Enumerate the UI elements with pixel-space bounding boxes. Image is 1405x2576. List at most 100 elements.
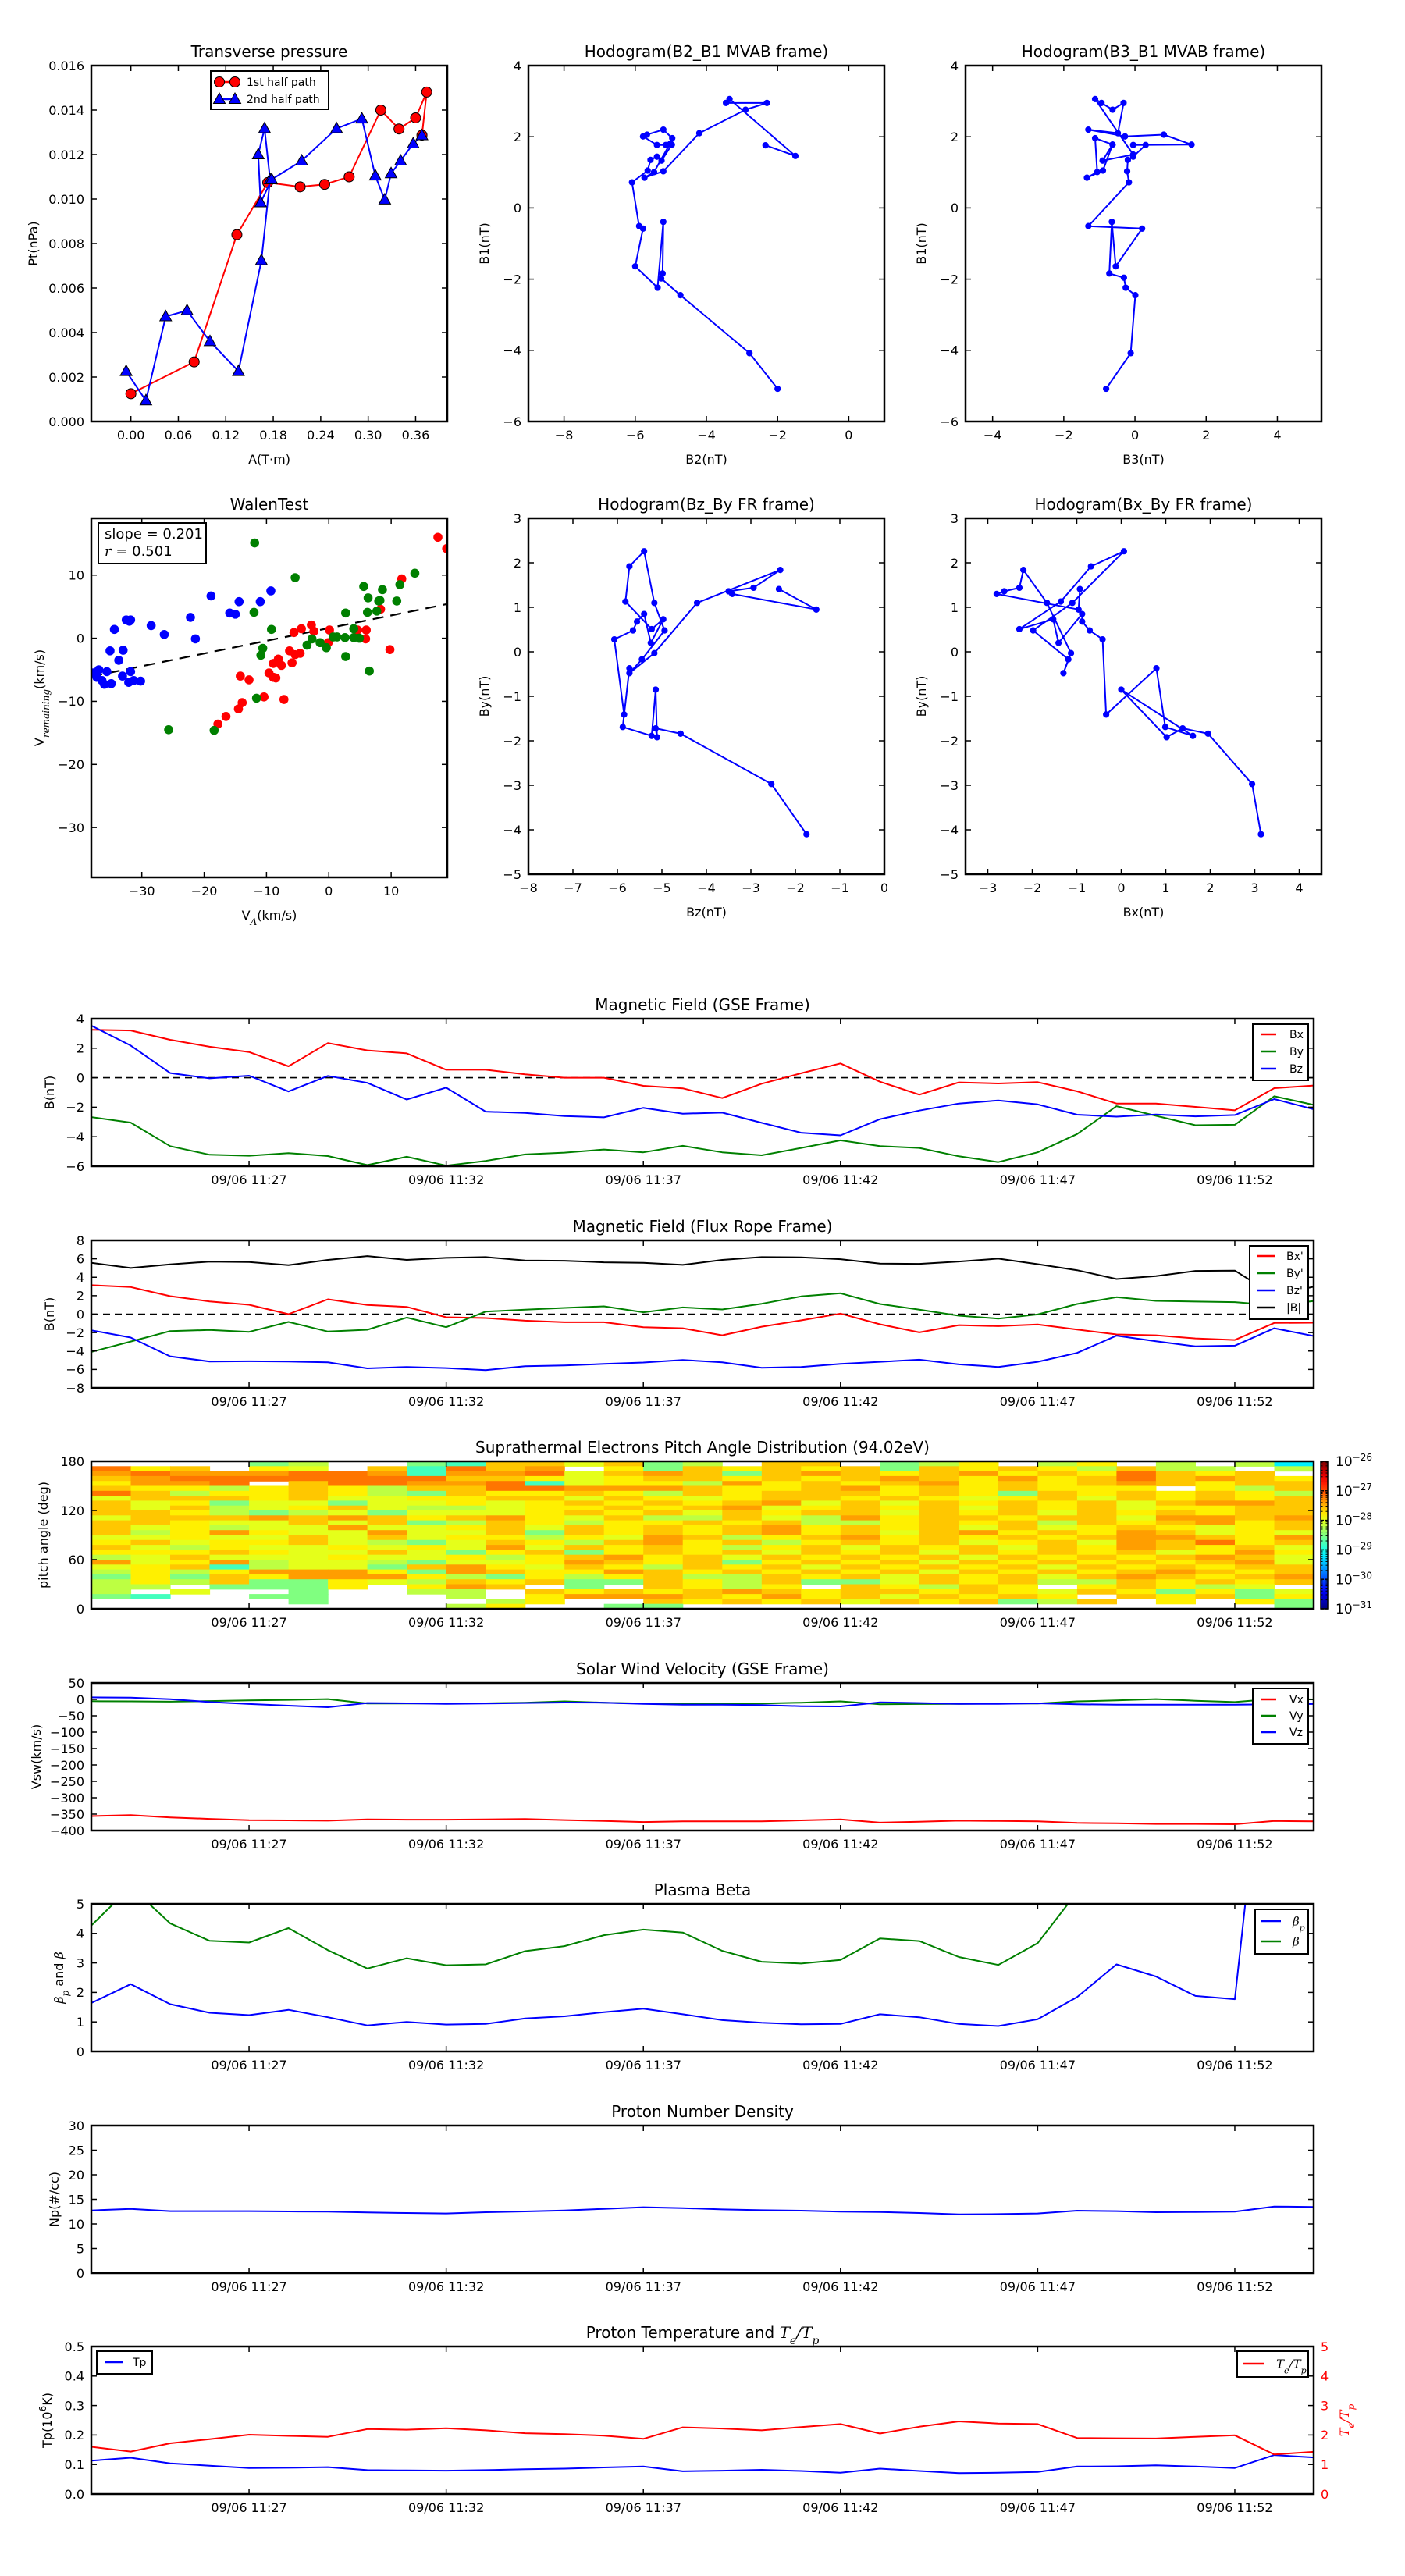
heatmap-cell: [919, 1475, 959, 1482]
heatmap-cell: [880, 1554, 920, 1560]
y-tick-label: 0.004: [48, 326, 84, 340]
heatmap-cell: [209, 1496, 250, 1501]
heatmap-cell: [801, 1589, 841, 1595]
data-point: [244, 675, 254, 685]
y-tick-label: 0.5: [65, 2339, 84, 2354]
heatmap-cell: [880, 1515, 920, 1521]
x-tick-label: 09/06 11:27: [211, 1615, 286, 1630]
heatmap-cell: [367, 1500, 407, 1507]
heatmap-cell: [564, 1485, 605, 1492]
heatmap-cell: [722, 1594, 763, 1599]
y-tick-label: 0: [76, 2266, 84, 2281]
data-point: [94, 665, 104, 674]
heatmap-cell: [209, 1475, 250, 1482]
heatmap-cell: [446, 1461, 486, 1467]
heatmap-cell: [91, 1594, 132, 1599]
heatmap-cell: [407, 1574, 447, 1580]
x-tick-label: 0.12: [212, 428, 240, 443]
heatmap-cell: [130, 1545, 171, 1550]
heatmap-cell: [919, 1496, 959, 1501]
heatmap-cell: [603, 1500, 644, 1507]
heatmap-cell: [1274, 1545, 1314, 1550]
x-tick-label: 09/06 11:42: [802, 2058, 878, 2073]
series-line-betap: [91, 1904, 1247, 2027]
data-point: [628, 179, 635, 186]
heatmap-cell: [998, 1594, 1038, 1599]
heatmap-cell: [407, 1569, 447, 1575]
legend: Tp: [96, 2350, 153, 2375]
heatmap-cell: [1274, 1564, 1314, 1571]
heatmap-cell: [1235, 1496, 1275, 1501]
x-tick-label: 09/06 11:47: [1000, 1837, 1076, 1852]
x-tick-label: 09/06 11:47: [1000, 2058, 1076, 2073]
series-line-series-0: [995, 550, 1262, 834]
data-point: [259, 692, 269, 702]
heatmap-cell: [407, 1500, 447, 1507]
heatmap-cell: [919, 1554, 959, 1560]
heatmap-cell: [880, 1520, 920, 1526]
heatmap-cell: [801, 1550, 841, 1556]
series-bz-prime: [91, 1327, 1314, 1372]
y-tick-label: −3: [940, 778, 959, 793]
y2-tick-label: 4: [1321, 2369, 1329, 2384]
data-point: [433, 532, 443, 543]
data-point: [641, 174, 648, 181]
y-tick-label: 0.010: [48, 192, 84, 207]
heatmap-cell: [840, 1496, 880, 1501]
y-tick-label: 2: [76, 1985, 84, 2000]
legend-label: Te/Tp: [1276, 2357, 1307, 2375]
x-tick-label: −5: [653, 881, 671, 895]
heatmap-cell: [91, 1530, 132, 1536]
y-tick-label: 2: [76, 1041, 84, 1056]
heatmap-cell: [643, 1461, 684, 1467]
heatmap-cell: [1076, 1584, 1117, 1590]
heatmap-cell: [367, 1481, 407, 1487]
heatmap-cell: [249, 1584, 290, 1590]
data-point: [641, 548, 648, 555]
heatmap-cell: [1037, 1574, 1078, 1580]
heatmap-cell: [840, 1520, 880, 1526]
heatmap-cell: [91, 1490, 132, 1496]
heatmap-cell: [643, 1603, 684, 1609]
text-part: T: [802, 2323, 813, 2342]
y-tick-label: 0.012: [48, 148, 84, 162]
legend-entry-te-over-tp: Te/Tp: [1243, 2357, 1307, 2375]
heatmap-cell: [1076, 1589, 1117, 1595]
data-point: [1188, 141, 1195, 148]
heatmap-cell: [840, 1510, 880, 1516]
heatmap-cell: [249, 1496, 290, 1501]
data-point: [231, 229, 243, 240]
heatmap-cell: [1076, 1599, 1117, 1605]
plot-marks: [91, 2421, 1314, 2475]
chart-transverse-pressure: 0.00 0.06 0.12 0.18 0.24 0.30 0.36 0.000 0.002 0.…: [26, 42, 449, 467]
heatmap-cell: [1235, 1574, 1275, 1580]
x-tick-label: 09/06 11:47: [1000, 1615, 1076, 1630]
data-point: [652, 686, 660, 693]
heatmap-cell: [761, 1574, 802, 1580]
y-tick-label: 10: [69, 2217, 84, 2232]
heatmap-cell: [1235, 1539, 1275, 1546]
chart-title: Magnetic Field (GSE Frame): [595, 995, 810, 1014]
heatmap-cell: [288, 1510, 329, 1516]
x-tick-label: 09/06 11:37: [606, 2058, 681, 2073]
heatmap-cell: [367, 1535, 407, 1541]
x-tick-label: 09/06 11:47: [1000, 1394, 1076, 1409]
data-point: [653, 734, 660, 741]
x-tick-label: 09/06 11:32: [408, 1615, 484, 1630]
heatmap-cell: [328, 1481, 368, 1487]
heatmap-cell: [998, 1560, 1038, 1565]
heatmap-cell: [525, 1461, 565, 1467]
heatmap-cell: [367, 1545, 407, 1550]
y-axis-label: pitch angle (deg): [36, 1482, 51, 1589]
heatmap-cell: [91, 1554, 132, 1560]
y-tick-label: 3: [76, 1955, 84, 1970]
heatmap-cell: [407, 1481, 447, 1487]
data-point: [1079, 610, 1086, 617]
heatmap-cell: [525, 1505, 565, 1511]
heatmap-cell: [880, 1496, 920, 1501]
heatmap-cell: [1076, 1550, 1117, 1556]
heatmap-cell: [722, 1550, 763, 1556]
heatmap-cell: [959, 1560, 999, 1565]
data-point: [266, 624, 276, 635]
